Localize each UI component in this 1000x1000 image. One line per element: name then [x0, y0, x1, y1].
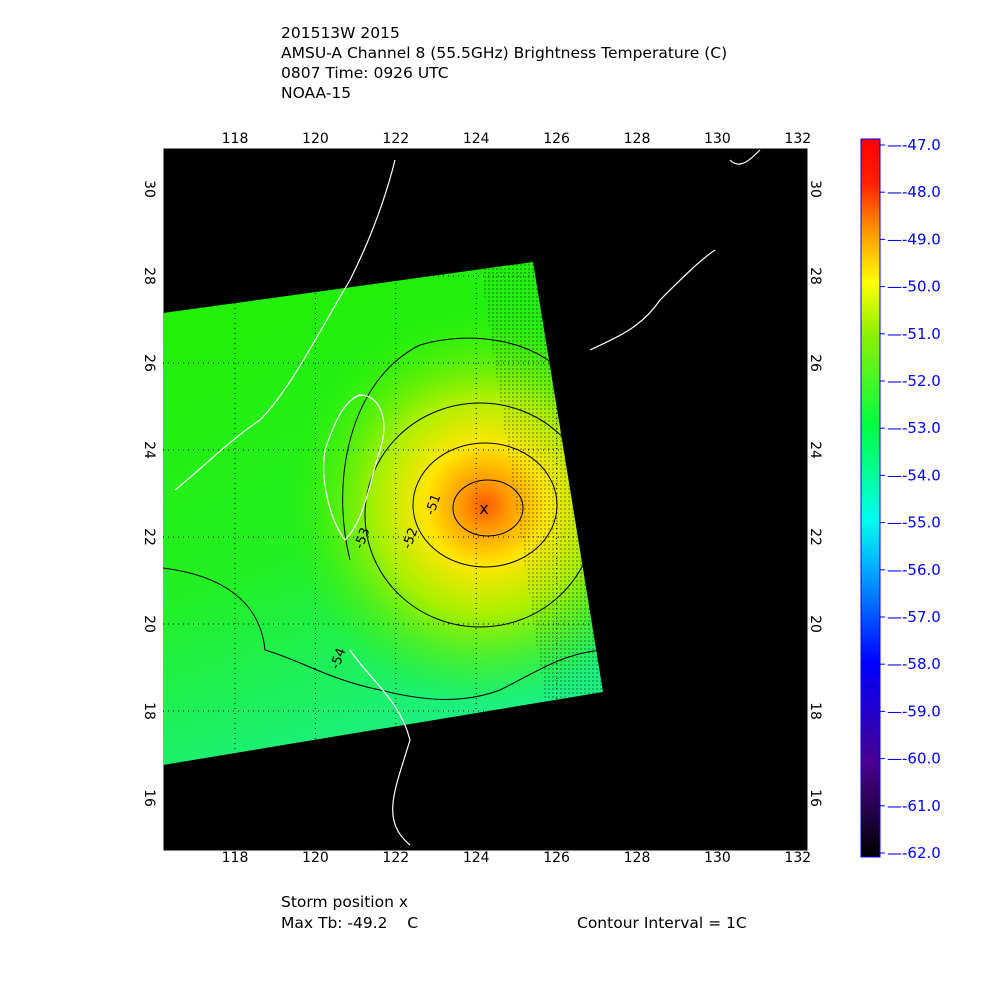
coastline-japan — [729, 149, 761, 165]
lat-tick-label: 22 — [141, 528, 157, 546]
lon-tick-label: 132 — [784, 131, 811, 147]
lat-tick-label: 24 — [141, 441, 157, 459]
title-line-3: 0807 Time: 0926 UTC — [281, 64, 449, 82]
lat-tick-label: 18 — [807, 702, 823, 720]
contour-label: -54 — [328, 646, 349, 671]
coastline-ryukyu — [589, 249, 716, 351]
lat-tick-label: 16 — [807, 789, 823, 807]
coastlines — [174, 149, 761, 846]
lat-tick-label: 20 — [141, 615, 157, 633]
colorbar-tick-label: —-49.0 — [887, 230, 941, 248]
lon-tick-label: 122 — [382, 850, 409, 866]
contour-label: -53 — [352, 526, 373, 551]
lat-tick-label: 16 — [141, 789, 157, 807]
lat-tick-label: 18 — [141, 702, 157, 720]
coastline-taiwan — [323, 394, 385, 541]
lon-tick-label: 128 — [624, 131, 651, 147]
lat-tick-label: 28 — [807, 267, 823, 285]
title-line-4: NOAA-15 — [281, 84, 352, 102]
colorbar-tick-label: —-48.0 — [887, 183, 941, 201]
lon-tick-label: 124 — [463, 131, 490, 147]
colorbar-tick-label: —-51.0 — [887, 325, 941, 343]
contour-line — [342, 337, 561, 561]
contour-line — [412, 442, 558, 568]
storm-position-legend: Storm position x — [281, 893, 409, 911]
colorbar-tick-label: —-52.0 — [887, 372, 941, 390]
colorbar-tick-label: —-55.0 — [887, 514, 941, 532]
colorbar-tick-label: —-50.0 — [887, 278, 941, 296]
colorbar-tick-label: —-56.0 — [887, 561, 941, 579]
contour-line — [163, 567, 601, 700]
colorbar-tick-label: —-54.0 — [887, 466, 941, 484]
lon-tick-label: 128 — [624, 850, 651, 866]
lon-tick-label: 126 — [543, 850, 570, 866]
contour-interval: Contour Interval = 1C — [577, 914, 747, 932]
lon-tick-label: 122 — [382, 131, 409, 147]
lon-tick-label: 118 — [222, 131, 249, 147]
colorbar-tick-label: —-60.0 — [887, 750, 941, 768]
lon-tick-label: 120 — [302, 850, 329, 866]
max-tb: Max Tb: -49.2 C — [281, 914, 419, 932]
lat-tick-label: 24 — [807, 441, 823, 459]
lat-tick-label: 30 — [807, 180, 823, 198]
colorbar — [860, 138, 881, 858]
coastline-china — [174, 159, 396, 491]
lon-tick-label: 130 — [704, 850, 731, 866]
contour-line — [452, 479, 524, 537]
storm-position-marker: x — [479, 499, 488, 518]
colorbar-tick-label: —-58.0 — [887, 655, 941, 673]
colorbar-tick-label: —-61.0 — [887, 797, 941, 815]
colorbar-tick-label: —-62.0 — [887, 844, 941, 862]
lon-tick-label: 124 — [463, 850, 490, 866]
lon-tick-label: 130 — [704, 131, 731, 147]
lat-tick-label: 22 — [807, 528, 823, 546]
lat-tick-label: 30 — [141, 180, 157, 198]
lon-tick-label: 126 — [543, 131, 570, 147]
colorbar-tick-label: —-57.0 — [887, 608, 941, 626]
colorbar-tick-label: —-53.0 — [887, 419, 941, 437]
coastline-luzon — [349, 649, 411, 846]
lon-tick-label: 120 — [302, 131, 329, 147]
lon-tick-label: 118 — [222, 850, 249, 866]
lat-tick-label: 20 — [807, 615, 823, 633]
contour-label: -52 — [400, 526, 421, 551]
title-line-2: AMSU-A Channel 8 (55.5GHz) Brightness Te… — [281, 44, 728, 62]
lat-tick-label: 26 — [141, 354, 157, 372]
contour-label: -51 — [423, 492, 444, 517]
colorbar-tick-label: —-59.0 — [887, 702, 941, 720]
lat-tick-label: 28 — [141, 267, 157, 285]
title-line-1: 201513W 2015 — [281, 24, 400, 42]
lat-tick-label: 26 — [807, 354, 823, 372]
colorbar-tick-label: —-47.0 — [887, 136, 941, 154]
lon-tick-label: 132 — [784, 850, 811, 866]
